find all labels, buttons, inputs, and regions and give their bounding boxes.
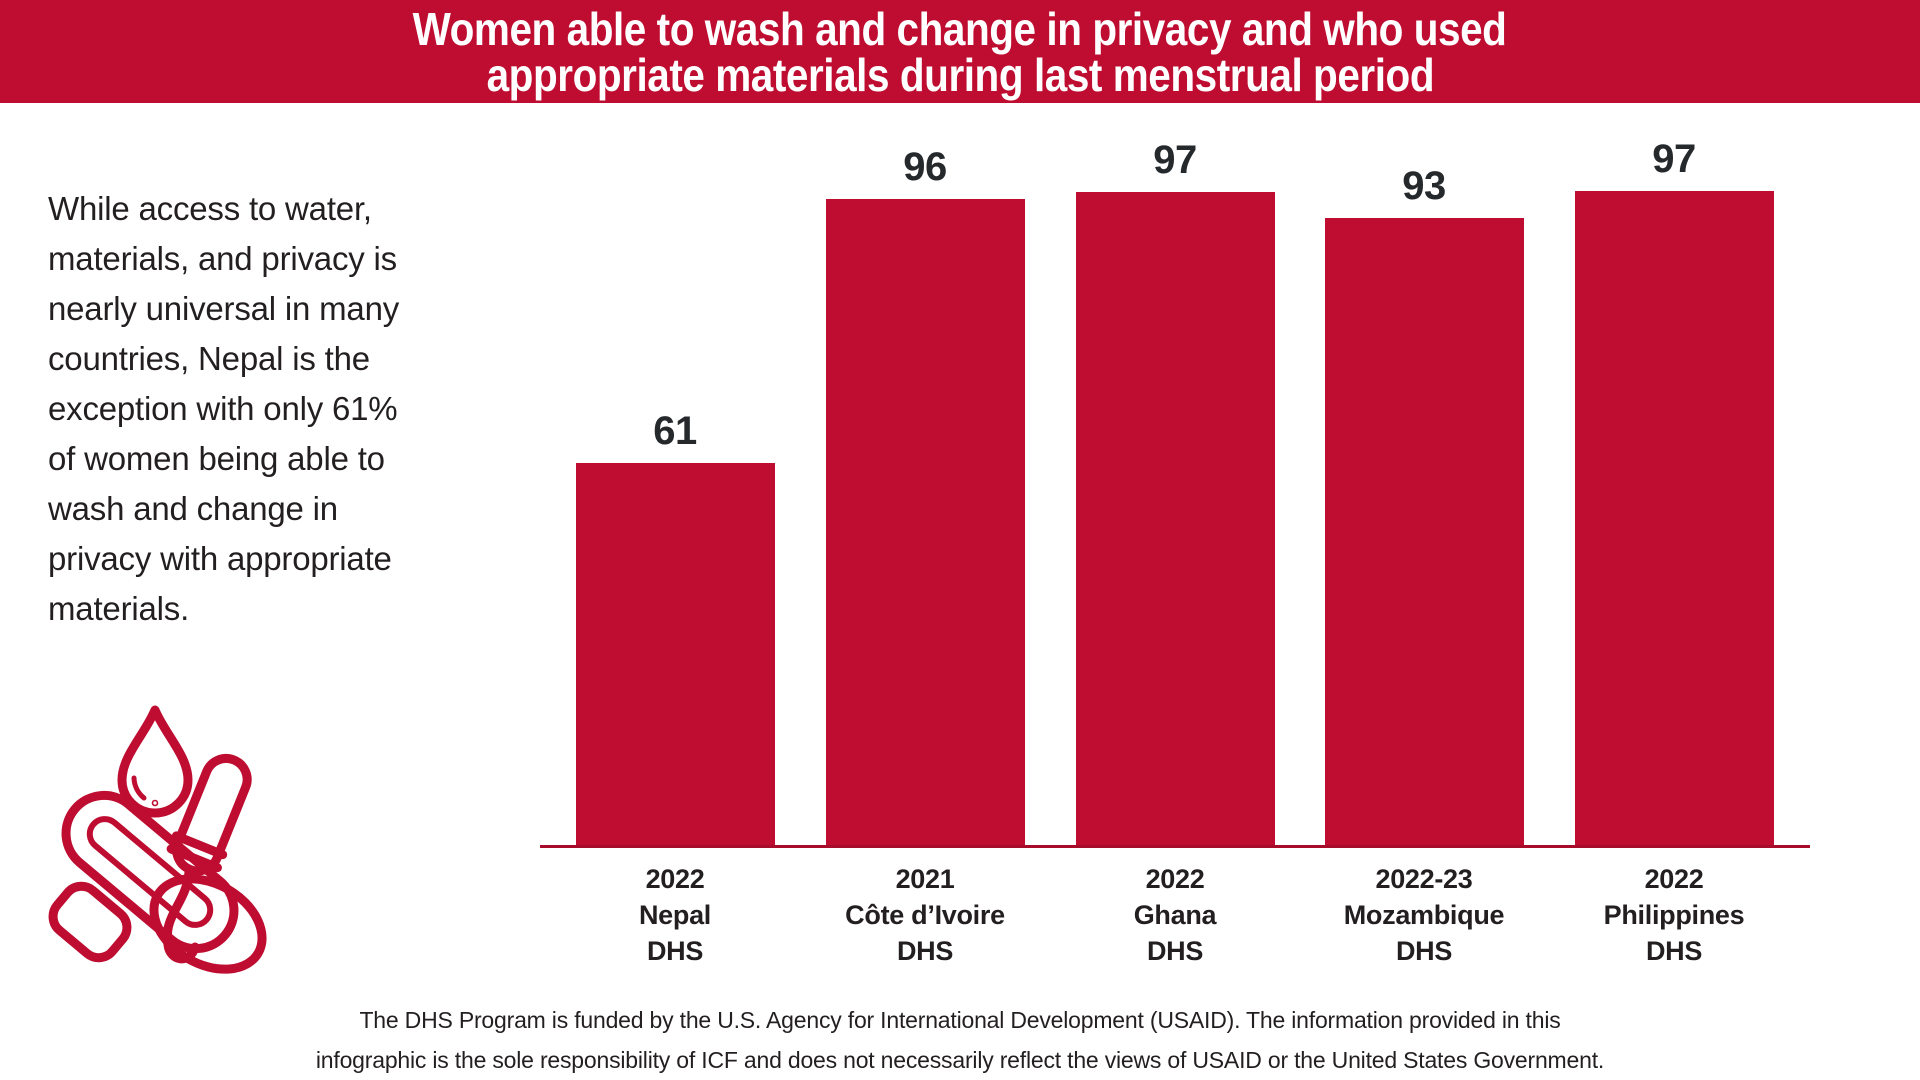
chart-bar bbox=[1075, 192, 1275, 845]
axis-category-label-line: DHS bbox=[1395, 936, 1453, 966]
footer-line-2: infographic is the sole responsibility o… bbox=[315, 1047, 1605, 1073]
bar-value-label: 61 bbox=[653, 409, 697, 453]
axis-category-label-line: Côte d’Ivoire bbox=[845, 900, 1005, 930]
sanitary-pad-icon bbox=[48, 790, 267, 974]
bar-value-label: 93 bbox=[1402, 164, 1446, 208]
intro-line: privacy with appropriate bbox=[48, 540, 392, 577]
infographic-title-line-1: Women able to wash and change in privacy… bbox=[413, 2, 1507, 55]
axis-category-label-line: Ghana bbox=[1133, 900, 1217, 930]
bar-value-label: 96 bbox=[903, 145, 947, 189]
menstrual-hygiene-icon bbox=[48, 705, 267, 974]
axis-category-label-line: 2022 bbox=[645, 864, 705, 894]
chart-bar bbox=[1324, 218, 1524, 845]
intro-line: wash and change in bbox=[48, 490, 338, 527]
axis-category-label-line: 2022-23 bbox=[1375, 864, 1473, 894]
footer-attribution: The DHS Program is funded by the U.S. Ag… bbox=[0, 1000, 1920, 1080]
bar-value-label: 97 bbox=[1652, 137, 1696, 181]
intro-line: nearly universal in many bbox=[48, 290, 400, 327]
chart-bar bbox=[825, 199, 1025, 845]
title-banner: Women able to wash and change in privacy… bbox=[0, 0, 1920, 103]
intro-paragraph: While access to water, materials, and pri… bbox=[48, 184, 518, 634]
chart-bar bbox=[1574, 191, 1774, 845]
blood-drop-icon bbox=[117, 705, 193, 818]
intro-line: of women being able to bbox=[48, 440, 385, 477]
axis-category-label: 2022 Nepal DHS bbox=[545, 861, 805, 969]
axis-category-label: 2022 Ghana DHS bbox=[1045, 861, 1305, 969]
infographic-title-line-2: appropriate materials during last menstr… bbox=[486, 48, 1434, 101]
axis-category-label-line: DHS bbox=[1645, 936, 1703, 966]
axis-category-label-line: DHS bbox=[1146, 936, 1204, 966]
axis-category-label-line: DHS bbox=[896, 936, 954, 966]
intro-line: materials. bbox=[48, 590, 190, 627]
intro-line: exception with only 61% bbox=[48, 390, 398, 427]
bar-value-label: 97 bbox=[1153, 138, 1197, 182]
axis-category-label: 2022 Philippines DHS bbox=[1544, 861, 1804, 969]
axis-category-label-line: DHS bbox=[646, 936, 704, 966]
axis-category-label-line: Mozambique bbox=[1343, 900, 1505, 930]
intro-line: countries, Nepal is the bbox=[48, 340, 370, 377]
axis-category-label: 2021 Côte d’Ivoire DHS bbox=[795, 861, 1055, 969]
axis-category-label-line: 2021 bbox=[895, 864, 955, 894]
axis-category-label-line: 2022 bbox=[1644, 864, 1704, 894]
axis-category-label: 2022-23 Mozambique DHS bbox=[1294, 861, 1554, 969]
intro-line: While access to water, bbox=[48, 190, 372, 227]
axis-category-label-line: Nepal bbox=[638, 900, 712, 930]
x-axis-line bbox=[540, 845, 1810, 848]
chart-bar bbox=[575, 463, 775, 845]
axis-category-label-line: Philippines bbox=[1603, 900, 1745, 930]
axis-category-label-line: 2022 bbox=[1145, 864, 1205, 894]
intro-line: materials, and privacy is bbox=[48, 240, 397, 277]
footer-line-1: The DHS Program is funded by the U.S. Ag… bbox=[359, 1007, 1561, 1033]
